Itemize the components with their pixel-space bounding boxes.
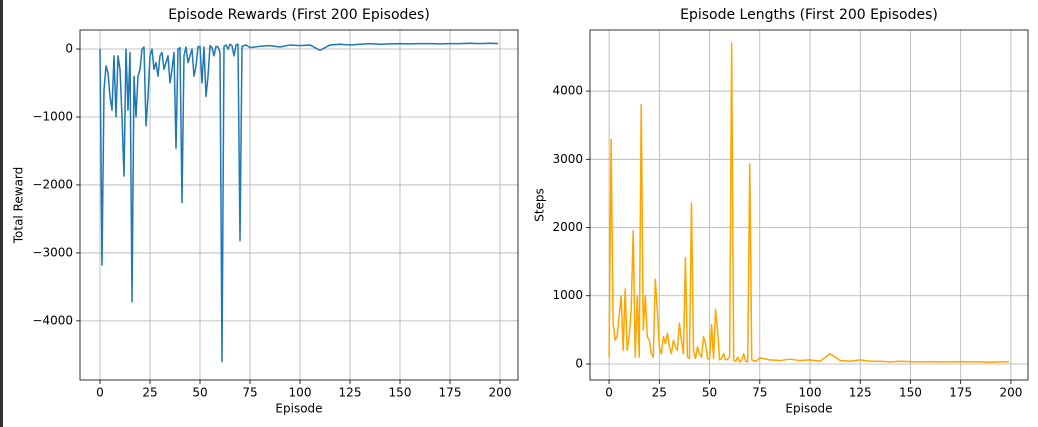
- y-tick-label: −4000: [32, 313, 73, 327]
- y-tick-label: 2000: [552, 220, 583, 234]
- x-tick-label: 0: [605, 386, 613, 400]
- data-line: [99, 42, 499, 363]
- x-tick-label: 75: [242, 386, 257, 400]
- y-axis-label: Total Reward: [12, 167, 26, 245]
- y-tick-label: 4000: [552, 84, 583, 98]
- x-tick-label: 75: [752, 386, 767, 400]
- x-tick-label: 175: [949, 386, 972, 400]
- x-tick-label: 25: [142, 386, 157, 400]
- y-tick-label: −1000: [32, 109, 73, 123]
- axes-frame: [79, 29, 519, 381]
- x-tick-label: 175: [439, 386, 462, 400]
- x-tick-label: 50: [702, 386, 717, 400]
- y-tick-label: 0: [575, 356, 583, 370]
- y-tick-label: −2000: [32, 177, 73, 191]
- y-axis-label: Steps: [533, 188, 547, 222]
- x-tick-label: 200: [999, 386, 1022, 400]
- x-tick-label: 100: [289, 386, 312, 400]
- x-tick-label: 125: [339, 386, 362, 400]
- x-tick-label: 100: [799, 386, 822, 400]
- x-tick-label: 50: [192, 386, 207, 400]
- x-tick-label: 25: [652, 386, 667, 400]
- y-tick-label: −3000: [32, 245, 73, 259]
- chart-title: Episode Lengths (First 200 Episodes): [680, 7, 938, 23]
- window-edge: [0, 0, 3, 427]
- axes-frame: [589, 29, 1029, 381]
- x-tick-label: 0: [96, 386, 104, 400]
- y-tick-label: 1000: [552, 288, 583, 302]
- x-tick-label: 125: [849, 386, 872, 400]
- y-tick-label: 0: [65, 42, 73, 56]
- data-line: [608, 42, 1009, 364]
- x-tick-label: 150: [899, 386, 922, 400]
- x-tick-label: 150: [389, 386, 412, 400]
- x-tick-label: 200: [489, 386, 512, 400]
- y-tick-label: 3000: [552, 152, 583, 166]
- chart-title: Episode Rewards (First 200 Episodes): [168, 7, 430, 23]
- x-axis-label: Episode: [785, 402, 832, 416]
- x-axis-label: Episode: [275, 402, 322, 416]
